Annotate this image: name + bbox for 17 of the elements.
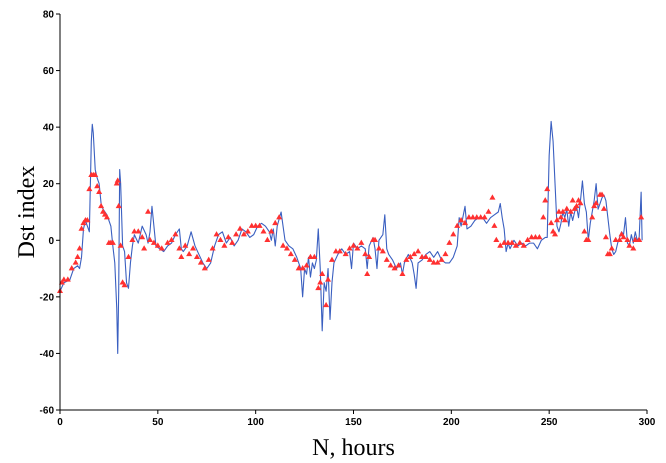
y-tick-label: -20 — [40, 292, 54, 304]
x-tick-label: 300 — [638, 417, 656, 428]
y-axis-title: Dst index — [14, 166, 40, 258]
y-tick-label: 60 — [42, 66, 54, 78]
x-tick-label: 50 — [152, 417, 164, 428]
x-tick-label: 100 — [247, 417, 264, 428]
y-tick-label: 80 — [42, 10, 54, 20]
x-tick-label: 0 — [57, 417, 64, 428]
x-axis-title: N, hours — [312, 435, 395, 461]
y-tick-label: -60 — [40, 406, 54, 416]
x-tick-label: 250 — [540, 417, 558, 428]
y-tick-label: 0 — [48, 236, 54, 247]
x-tick-label: 200 — [442, 417, 460, 428]
y-tick-label: 20 — [42, 179, 54, 190]
y-tick-label: -40 — [40, 348, 54, 360]
y-tick-label: 40 — [42, 122, 54, 134]
x-tick-label: 150 — [345, 417, 362, 428]
